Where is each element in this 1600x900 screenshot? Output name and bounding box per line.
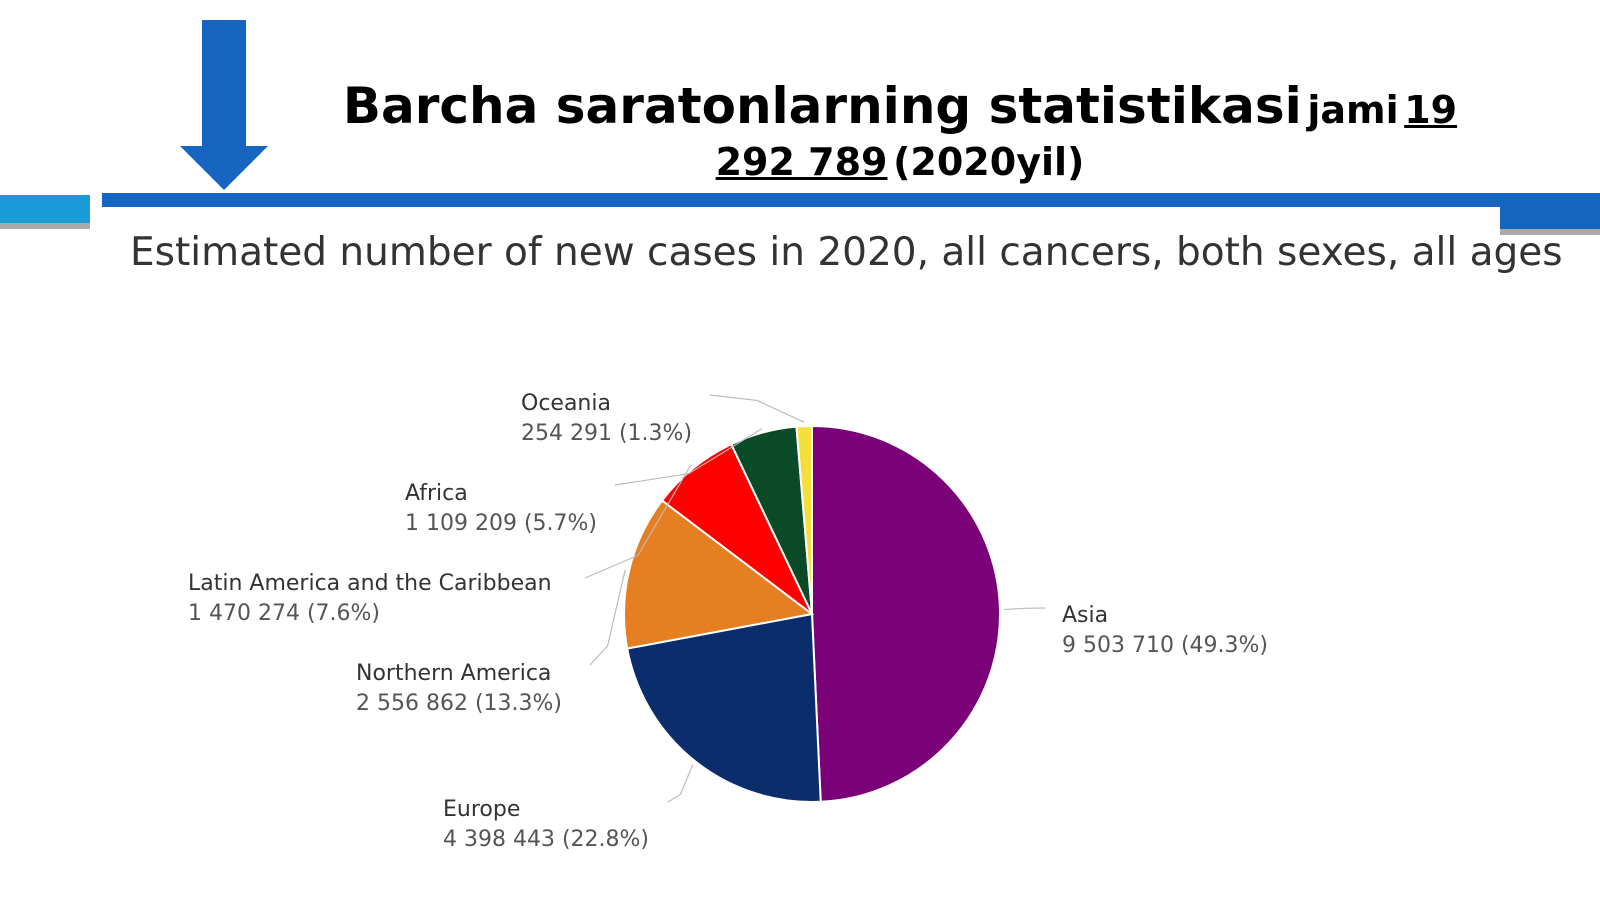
leader-line: [709, 394, 805, 423]
value-label: 4 398 443 (22.8%): [443, 827, 649, 852]
header-shadow: [1500, 229, 1600, 235]
leader-line: [667, 764, 694, 803]
slice-label: Africa: [405, 481, 468, 506]
header-bar: [1500, 207, 1600, 229]
accent-shadow: [0, 223, 90, 229]
pie-slice: [623, 499, 815, 650]
value-label: 2 556 862 (13.3%): [356, 691, 562, 716]
header-bar: [102, 193, 1600, 207]
slide-title: Barcha saratonlarning statistikasi jami …: [320, 81, 1480, 192]
title-prefix: jami: [1307, 88, 1399, 132]
slice-label: Europe: [443, 797, 520, 822]
title-total: 19 292 789: [715, 88, 1458, 184]
value-label: 9 503 710 (49.3%): [1062, 633, 1268, 658]
slice-label: Latin America and the Caribbean: [188, 571, 552, 596]
accent-bar: [0, 195, 90, 223]
leader-line: [589, 569, 626, 666]
title-year: (2020yil): [893, 140, 1085, 184]
pie-slice: [811, 424, 1001, 803]
value-label: 254 291 (1.3%): [521, 421, 692, 446]
leader-line: [1003, 607, 1046, 611]
slice-label: Asia: [1062, 603, 1108, 628]
arrow: [180, 20, 268, 190]
value-label: 1 470 274 (7.6%): [188, 601, 380, 626]
leader-line: [614, 428, 763, 486]
pie: Asia 9 503 710 (49.3%) Europe 4 398 443 (22…: [188, 391, 1268, 852]
pie-slice: [795, 424, 813, 615]
value-label: 1 109 209 (5.7%): [405, 511, 597, 536]
slice-label: Oceania: [521, 391, 611, 416]
pie-slice: [626, 612, 822, 803]
slice-label: Northern America: [356, 661, 551, 686]
chart-title: Estimated number of new cases in 2020, a…: [130, 230, 1563, 275]
title-main: Barcha saratonlarning statistikasi: [342, 77, 1302, 135]
leader-line: [584, 464, 692, 579]
